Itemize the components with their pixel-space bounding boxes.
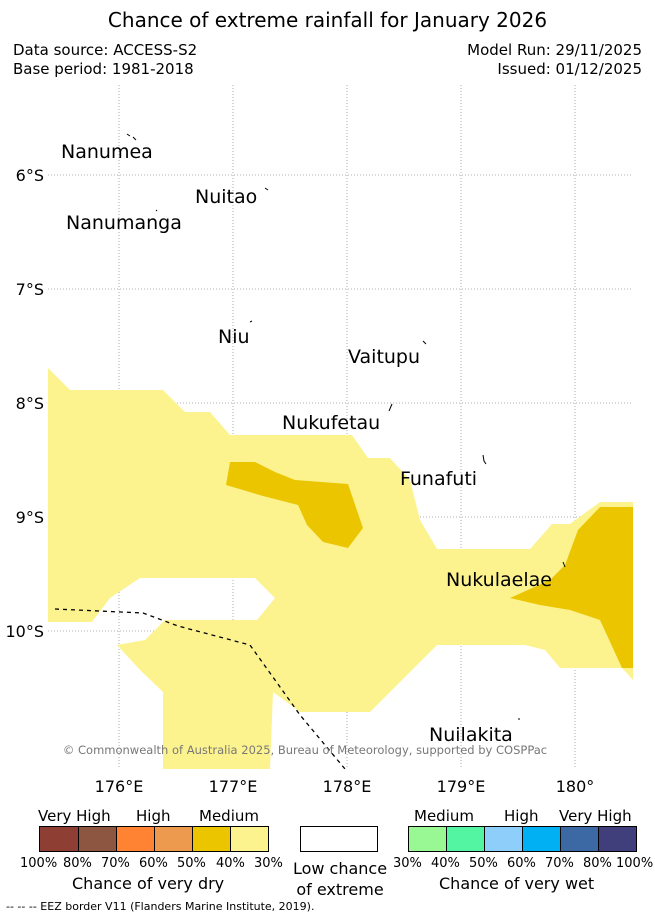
- lon-label: 178°E: [323, 777, 372, 796]
- model-run: Model Run: 29/11/2025: [467, 41, 642, 59]
- wet-pct: 70%: [545, 856, 574, 871]
- place-label: Funafuti: [400, 468, 477, 490]
- wet-swatch: [560, 826, 598, 852]
- wet-legend-title: Chance of very wet: [439, 874, 595, 893]
- lat-label: 6°S: [16, 166, 44, 185]
- dry-pct: 60%: [139, 856, 168, 871]
- place-labels: Nanumea Nuitao Nanumanga Niu Vaitupu Nuk…: [61, 141, 552, 746]
- eez-border-line: [54, 608, 346, 770]
- dry-swatch: [192, 826, 230, 852]
- lat-label: 9°S: [16, 508, 44, 527]
- place-label: Nukufetau: [282, 412, 380, 434]
- low-chance-line2: of extreme: [296, 880, 384, 899]
- dry-legend-title: Chance of very dry: [72, 874, 225, 893]
- lon-label: 177°E: [209, 777, 258, 796]
- dry-pct: 70%: [101, 856, 130, 871]
- wet-swatch: [446, 826, 484, 852]
- dry-pct: 50%: [177, 856, 206, 871]
- dry-swatch: [39, 826, 78, 852]
- eez-footnote: -- -- -- EEZ border V11 (Flanders Marine…: [6, 900, 315, 913]
- medium-dry-region: [48, 368, 633, 769]
- high-dry-region: [510, 507, 633, 668]
- wet-swatch: [484, 826, 522, 852]
- lat-label: 8°S: [16, 394, 44, 413]
- lat-label: 10°S: [5, 622, 44, 641]
- dry-pct: 100%: [20, 856, 58, 871]
- place-label: Nukulaelae: [446, 569, 552, 591]
- wet-cat-very-high: Very High: [559, 807, 632, 825]
- latitude-labels: 6°S 7°S 8°S 9°S 10°S: [5, 166, 44, 641]
- dry-swatch: [116, 826, 154, 852]
- lon-label: 180°: [556, 777, 595, 796]
- wet-swatch: [522, 826, 560, 852]
- place-label: Vaitupu: [348, 346, 420, 368]
- issued-date: Issued: 01/12/2025: [497, 60, 642, 78]
- wet-pct: 50%: [469, 856, 498, 871]
- low-chance-swatch: [300, 826, 378, 852]
- place-label: Nuilakita: [429, 724, 513, 746]
- wet-pct: 40%: [431, 856, 460, 871]
- wet-pct: 80%: [583, 856, 612, 871]
- copyright-text: © Commonwealth of Australia 2025, Bureau…: [63, 743, 547, 757]
- dry-cat-high: High: [136, 807, 171, 825]
- place-label: Nuitao: [195, 186, 257, 208]
- dry-swatch: [230, 826, 269, 852]
- lon-label: 176°E: [95, 777, 144, 796]
- wet-swatch: [408, 826, 446, 852]
- lon-label: 179°E: [437, 777, 486, 796]
- data-source: Data source: ACCESS-S2: [13, 41, 198, 59]
- place-label: Nanumanga: [66, 212, 182, 234]
- wet-pct: 100%: [616, 856, 654, 871]
- dry-swatch: [78, 826, 116, 852]
- dry-cat-medium: Medium: [199, 807, 259, 825]
- wet-swatch: [598, 826, 637, 852]
- wet-cat-medium: Medium: [414, 807, 474, 825]
- map-title: Chance of extreme rainfall for January 2…: [107, 8, 548, 32]
- base-period: Base period: 1981-2018: [13, 60, 194, 78]
- wet-pct: 60%: [507, 856, 536, 871]
- dry-swatch: [154, 826, 192, 852]
- wet-pct: 30%: [393, 856, 422, 871]
- wet-cat-high: High: [504, 807, 539, 825]
- place-label: Nanumea: [61, 141, 153, 163]
- high-dry-region: [226, 462, 363, 548]
- low-chance-line1: Low chance: [292, 859, 388, 878]
- island-markers: [126, 133, 566, 720]
- dry-pct: 30%: [254, 856, 283, 871]
- longitude-labels: 176°E 177°E 178°E 179°E 180°: [95, 777, 595, 796]
- lat-label: 7°S: [16, 280, 44, 299]
- dry-pct: 40%: [216, 856, 245, 871]
- dry-pct: 80%: [63, 856, 92, 871]
- place-label: Niu: [218, 326, 250, 348]
- dry-cat-very-high: Very High: [38, 807, 111, 825]
